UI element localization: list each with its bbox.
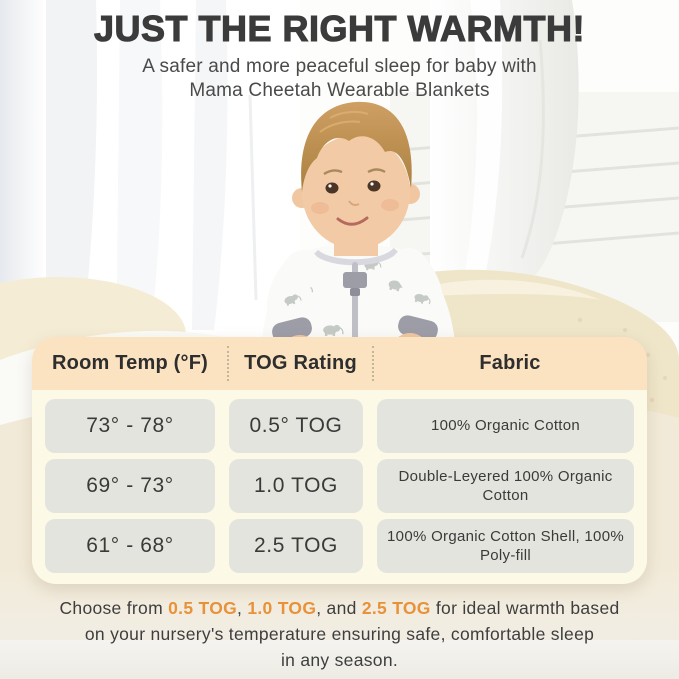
subtitle-line-2: Mama Cheetah Wearable Blankets bbox=[189, 80, 490, 101]
footer-line-1: Choose from 0.5 TOG, 1.0 TOG, and 2.5 TO… bbox=[0, 595, 679, 621]
page-subtitle: A safer and more peaceful sleep for baby… bbox=[0, 55, 679, 103]
header: JUST THE RIGHT WARMTH! A safer and more … bbox=[0, 7, 679, 103]
footer-note: Choose from 0.5 TOG, 1.0 TOG, and 2.5 TO… bbox=[0, 595, 679, 673]
table-body: 73° - 78° 0.5° TOG 100% Organic Cotton 6… bbox=[32, 390, 647, 585]
baby-head bbox=[292, 101, 420, 249]
subtitle-line-1: A safer and more peaceful sleep for baby… bbox=[142, 56, 537, 77]
footer-line-3: in any season. bbox=[280, 650, 399, 670]
tog-05-highlight: 0.5 TOG bbox=[168, 598, 238, 618]
baby-hair bbox=[301, 101, 412, 192]
tog-rating-cell-row1: 0.5° TOG bbox=[229, 399, 363, 453]
fabric-cell-row1: 100% Organic Cotton bbox=[377, 399, 634, 453]
tog-25-highlight: 2.5 TOG bbox=[361, 598, 431, 618]
tog-rating-cell-row3: 2.5 TOG bbox=[229, 519, 363, 573]
baby-face bbox=[311, 168, 399, 226]
header-tog-rating: TOG Rating bbox=[227, 337, 373, 390]
room-temp-cell-row3: 61° - 68° bbox=[45, 519, 215, 573]
fabric-cell-row2: Double-Leyered 100% Organic Cotton bbox=[377, 459, 634, 513]
footer-text: , bbox=[237, 598, 248, 618]
room-temp-cell-row1: 73° - 78° bbox=[45, 399, 215, 453]
page-title: JUST THE RIGHT WARMTH! bbox=[93, 7, 585, 49]
header-room-temp: Room Temp (°F) bbox=[52, 352, 208, 374]
table-header-row: Room Temp (°F) TOG Rating Fabric bbox=[32, 337, 647, 390]
photo-bottom-blur bbox=[0, 565, 679, 679]
footer-text: , and bbox=[316, 598, 362, 618]
header-fabric: Fabric bbox=[372, 337, 647, 390]
tog-rating-cell-row2: 1.0 TOG bbox=[229, 459, 363, 513]
footer-line-2: on your nursery's temperature ensuring s… bbox=[84, 624, 595, 644]
tog-10-highlight: 1.0 TOG bbox=[247, 598, 317, 618]
fabric-cell-row3: 100% Organic Cotton Shell, 100% Poly-fil… bbox=[377, 519, 634, 573]
footer-text: for ideal warmth based bbox=[430, 598, 620, 618]
tog-comparison-table: Room Temp (°F) TOG Rating Fabric 73° - 7… bbox=[32, 337, 647, 584]
curtain-right bbox=[430, 0, 579, 308]
footer-text: Choose from bbox=[59, 598, 169, 618]
room-temp-cell-row2: 69° - 73° bbox=[45, 459, 215, 513]
